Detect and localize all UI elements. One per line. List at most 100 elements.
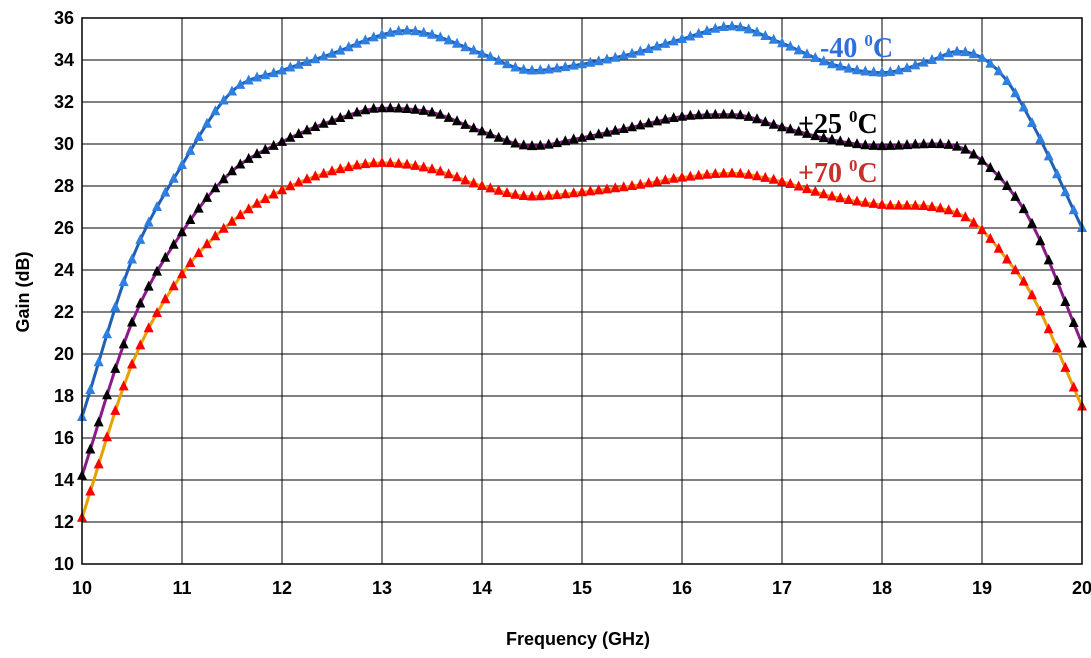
series-marker-minus-40c — [918, 56, 929, 67]
series-marker-plus-25c — [327, 114, 337, 125]
series-marker-plus-70c — [585, 185, 596, 196]
series-marker-plus-70c — [493, 184, 504, 195]
y-tick-label: 34 — [54, 50, 74, 70]
series-marker-plus-25c — [227, 165, 237, 176]
series-marker-plus-25c — [1027, 217, 1037, 228]
series-marker-plus-70c — [627, 180, 637, 190]
series-marker-plus-25c — [985, 162, 996, 172]
series-marker-minus-40c — [885, 66, 896, 76]
series-marker-plus-70c — [927, 201, 937, 211]
series-marker-minus-40c — [677, 33, 687, 43]
series-marker-plus-25c — [252, 148, 262, 159]
series-marker-plus-70c — [618, 181, 629, 192]
series-marker-minus-40c — [818, 55, 829, 66]
series-marker-plus-70c — [502, 187, 512, 197]
y-tick-label: 26 — [54, 218, 74, 238]
series-marker-plus-70c — [527, 190, 537, 201]
y-tick-label: 12 — [54, 512, 74, 532]
series-marker-plus-70c — [660, 174, 671, 185]
y-tick-label: 32 — [54, 92, 74, 112]
series-marker-plus-25c — [1068, 317, 1079, 327]
series-label-value: +25 — [798, 109, 849, 140]
series-marker-minus-40c — [693, 27, 704, 38]
series-marker-minus-40c — [493, 54, 504, 65]
series-marker-minus-40c — [552, 62, 562, 73]
series-marker-minus-40c — [752, 26, 762, 37]
series-marker-plus-25c — [518, 139, 529, 150]
series-label-value: -40 — [820, 33, 864, 64]
series-marker-plus-25c — [143, 280, 154, 291]
series-marker-plus-70c — [477, 180, 487, 190]
series-marker-minus-40c — [227, 85, 237, 96]
series-marker-minus-40c — [777, 37, 787, 48]
x-tick-label: 11 — [172, 578, 191, 598]
series-marker-minus-40c — [810, 52, 821, 62]
series-marker-plus-25c — [302, 124, 312, 135]
x-tick-label: 20 — [1072, 578, 1091, 598]
series-marker-minus-40c — [302, 56, 312, 66]
y-tick-label: 28 — [54, 176, 74, 196]
series-marker-plus-25c — [852, 138, 862, 149]
series-marker-minus-40c — [143, 216, 154, 227]
series-marker-minus-40c — [618, 49, 629, 60]
series-marker-plus-25c — [1060, 296, 1071, 306]
series-marker-plus-70c — [693, 169, 704, 180]
series-marker-plus-70c — [327, 165, 337, 176]
series-marker-minus-40c — [218, 94, 229, 105]
series-marker-minus-40c — [93, 356, 104, 367]
series-marker-plus-25c — [952, 140, 962, 151]
series-marker-plus-70c — [393, 157, 404, 168]
series-label-minus-40c: -40 0C — [820, 31, 893, 64]
series-marker-plus-70c — [818, 188, 829, 199]
series-marker-minus-40c — [793, 44, 804, 55]
series-marker-minus-40c — [935, 50, 946, 61]
x-tick-label: 18 — [872, 578, 892, 598]
series-marker-minus-40c — [868, 66, 879, 77]
series-marker-plus-25c — [210, 182, 221, 193]
series-marker-minus-40c — [785, 40, 796, 51]
series-label-unit: C — [857, 109, 877, 140]
y-tick-label: 14 — [54, 470, 74, 490]
series-marker-minus-40c — [127, 253, 137, 264]
series-marker-plus-25c — [493, 131, 504, 142]
series-marker-minus-40c — [560, 61, 571, 72]
series-marker-minus-40c — [243, 74, 254, 85]
series-marker-plus-25c — [127, 316, 137, 327]
series-marker-minus-40c — [577, 58, 587, 69]
series-marker-plus-70c — [718, 167, 729, 178]
series-marker-minus-40c — [435, 31, 446, 42]
series-marker-plus-70c — [427, 163, 437, 174]
series-marker-plus-70c — [293, 176, 304, 187]
series-marker-plus-25c — [118, 338, 129, 349]
series-marker-minus-40c — [193, 131, 204, 141]
series-marker-plus-25c — [893, 139, 904, 150]
series-marker-plus-25c — [885, 139, 896, 150]
series-marker-plus-25c — [460, 118, 471, 129]
series-labels: -40 0C+25 0C+70 0C — [798, 31, 893, 189]
series-marker-plus-70c — [235, 209, 246, 220]
series-marker-minus-40c — [835, 60, 846, 71]
series-marker-plus-25c — [343, 109, 354, 120]
series-marker-plus-25c — [1018, 203, 1029, 214]
series-marker-plus-70c — [943, 204, 954, 215]
series-marker-minus-40c — [260, 69, 271, 80]
series-marker-plus-70c — [368, 157, 379, 168]
series-marker-minus-40c — [660, 37, 671, 48]
series-marker-plus-25c — [502, 134, 512, 145]
y-tick-label: 30 — [54, 134, 74, 154]
series-marker-plus-70c — [110, 404, 121, 415]
series-marker-minus-40c — [760, 30, 771, 40]
series-marker-minus-40c — [518, 63, 529, 74]
series-marker-plus-25c — [93, 416, 104, 427]
series-marker-minus-40c — [443, 34, 454, 45]
series-marker-plus-70c — [918, 200, 929, 210]
series-marker-plus-70c — [577, 186, 587, 197]
series-label-degree: 0 — [849, 156, 858, 175]
series-marker-plus-25c — [277, 135, 287, 146]
series-marker-plus-25c — [293, 128, 304, 138]
series-marker-minus-40c — [585, 56, 596, 67]
series-marker-plus-70c — [877, 198, 887, 209]
series-marker-minus-40c — [852, 64, 862, 75]
series-marker-plus-70c — [1010, 264, 1021, 275]
